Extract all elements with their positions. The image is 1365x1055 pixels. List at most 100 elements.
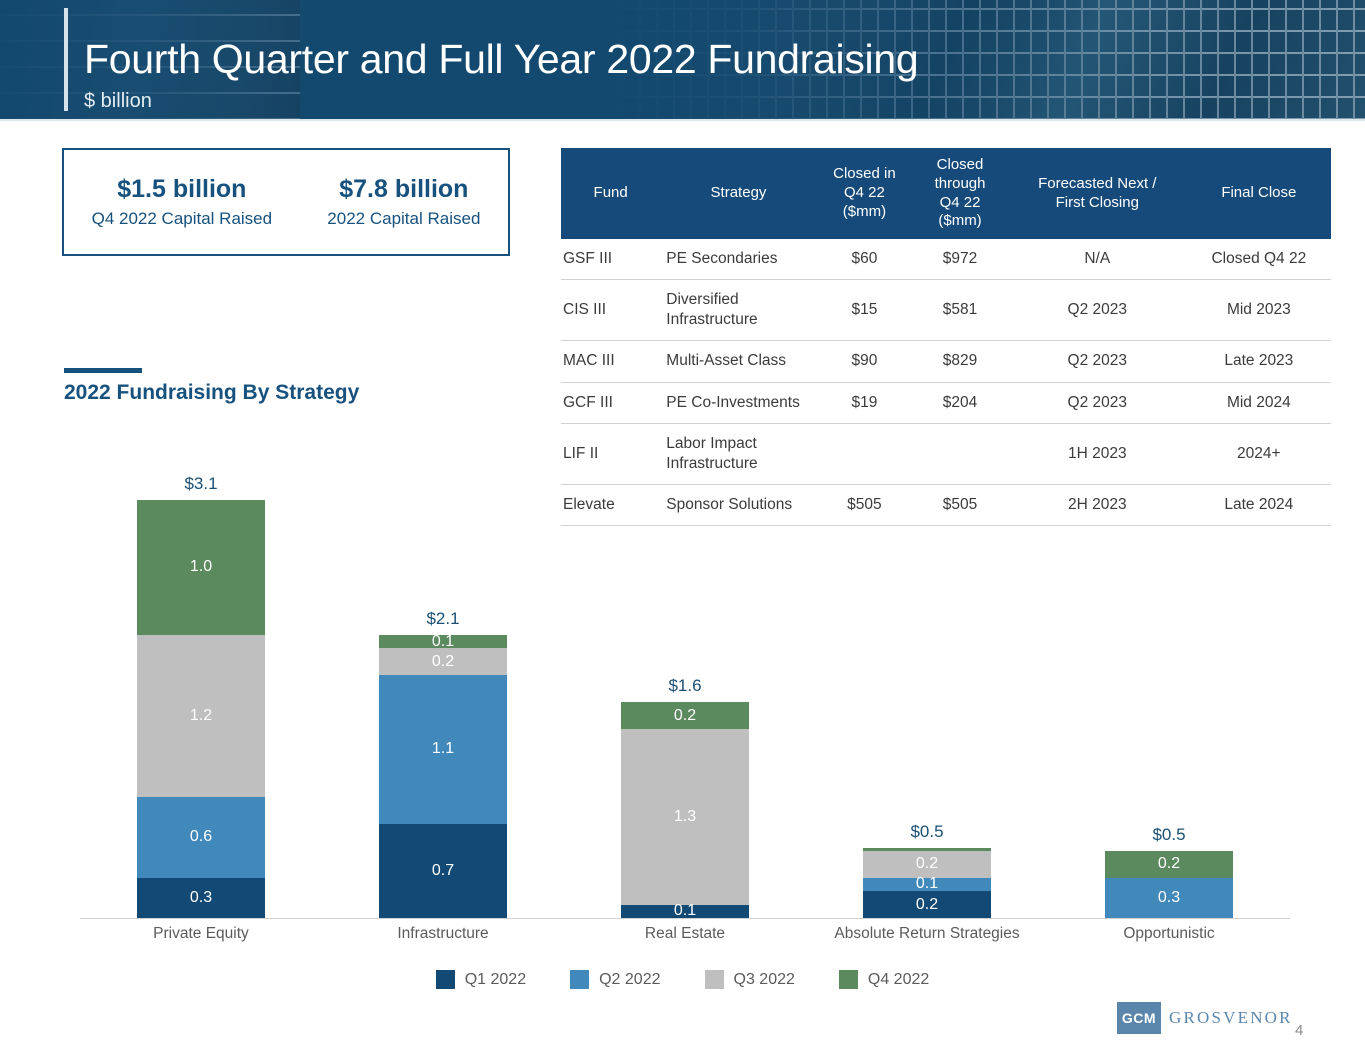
bar-segment-label: 0.2 — [915, 895, 939, 913]
bar-stack: 1.0 1.2 0.6 0.3 — [137, 500, 265, 918]
bar-segment-label: 0.1 — [673, 902, 697, 920]
bar-segment-label: 1.3 — [673, 807, 697, 825]
bar-segment[interactable]: 0.1 — [379, 633, 507, 650]
bar-stack: 0.2 1.3 0.1 — [621, 702, 749, 920]
table-cell-strategy: PE Co-Investments — [660, 382, 817, 424]
bar-segment-label: 0.6 — [189, 828, 213, 846]
bar-segment[interactable]: 1.1 — [379, 675, 507, 824]
bar-segment[interactable]: 0.2 — [621, 702, 749, 730]
chart-category-label: Infrastructure — [397, 925, 489, 942]
page-title: Fourth Quarter and Full Year 2022 Fundra… — [84, 36, 919, 82]
bar-stack: 0.2 0.1 0.2 — [863, 847, 991, 918]
bar-segment[interactable]: 0.6 — [137, 796, 265, 878]
bar-group: $3.1 1.0 1.2 0.6 0.3 — [101, 474, 301, 918]
table-header-cell: Closed in Q4 22 ($mm) — [816, 148, 913, 239]
bar-total-label: $0.5 — [910, 821, 944, 841]
bar-segment[interactable]: 0.3 — [1105, 877, 1233, 918]
slide-header-banner: Fourth Quarter and Full Year 2022 Fundra… — [0, 0, 1365, 120]
legend-swatch-icon — [435, 970, 455, 989]
table-header-row: Fund Strategy Closed in Q4 22 ($mm) Closed thr… — [561, 148, 1331, 239]
bar-segment[interactable]: 0.2 — [1105, 850, 1233, 878]
legend-label: Q3 2022 — [733, 970, 795, 988]
chart-category-label: Real Estate — [644, 925, 726, 942]
bar-stack: 0.2 0.3 — [1105, 850, 1233, 918]
table-cell-forecast: Q2 2023 — [1007, 382, 1187, 424]
bar-segment[interactable]: 1.3 — [621, 729, 749, 905]
table-cell-final-close: Mid 2023 — [1186, 279, 1331, 342]
bar-segment[interactable]: 0.2 — [379, 648, 507, 676]
table-cell-forecast: 2H 2023 — [1007, 484, 1187, 527]
table-cell-closed-q4: $15 — [816, 279, 913, 342]
chart-x-axis-line — [80, 918, 1290, 919]
header-background-photo — [605, 0, 1365, 120]
bar-segment[interactable]: 0.3 — [137, 877, 265, 918]
table-cell-final-close: Closed Q4 22 — [1186, 239, 1331, 281]
table-cell-fund: CIS III — [561, 279, 661, 342]
table-cell-fund: GSF III — [561, 239, 661, 281]
table-header-line: Final Close — [1221, 184, 1297, 202]
bar-segment[interactable]: 0.1 — [621, 902, 749, 920]
fundraising-stacked-bar-chart: $3.1 1.0 1.2 0.6 0.3 $2.1 0.1 0.2 1.1 0.7 $1.6 0.2 1… — [62, 470, 1302, 942]
callout-label: 2022 Capital Raised — [327, 208, 481, 228]
table-cell-closed-through — [912, 423, 1008, 485]
bar-segment[interactable] — [863, 847, 991, 851]
bar-group: $2.1 0.1 0.2 1.1 0.7 — [343, 609, 543, 918]
table-row: GSF III PE Secondaries $60 $972 N/A Closed Q4… — [561, 239, 1331, 281]
table-cell-closed-q4: $60 — [816, 239, 913, 281]
legend-item[interactable]: Q4 2022 — [838, 970, 930, 989]
bar-segment[interactable]: 0.1 — [863, 875, 991, 892]
table-row: Elevate Sponsor Solutions $505 $505 2H 2023 L… — [561, 484, 1331, 527]
table-header-line: Closed — [936, 156, 984, 173]
bar-segment[interactable]: 0.2 — [863, 891, 991, 918]
bar-segment-label: 1.1 — [431, 740, 455, 758]
table-cell-closed-through: $505 — [912, 484, 1008, 527]
chart-category-label: Private Equity — [153, 925, 249, 942]
chart-legend: Q1 2022 Q2 2022 Q3 2022 Q4 2022 — [0, 970, 1365, 989]
table-header-cell: Closed through Q4 22 ($mm) — [912, 148, 1008, 239]
table-cell-fund: LIF II — [561, 423, 661, 485]
table-cell-final-close: Late 2023 — [1186, 340, 1331, 383]
table-cell-closed-q4: $90 — [816, 340, 913, 383]
bar-segment[interactable]: 1.0 — [137, 500, 265, 635]
table-row: GCF III PE Co-Investments $19 $204 Q2 2023 Mi… — [561, 382, 1331, 424]
capital-raised-callout: $1.5 billion Q4 2022 Capital Raised $7.8… — [62, 148, 510, 256]
chart-category-labels: Private Equity Infrastructure Real Estate A… — [80, 925, 1290, 955]
header-accent-bar — [64, 8, 68, 111]
bar-segment-label: 1.0 — [189, 558, 213, 576]
chart-plot-area: $3.1 1.0 1.2 0.6 0.3 $2.1 0.1 0.2 1.1 0.7 $1.6 0.2 1… — [80, 470, 1290, 920]
bar-segment-label: 0.2 — [1157, 855, 1181, 873]
table-row: CIS III Diversified Infrastructure $15 $581… — [561, 279, 1331, 342]
table-cell-strategy: Multi-Asset Class — [660, 340, 817, 383]
bar-segment[interactable]: 0.7 — [379, 823, 507, 918]
legend-item[interactable]: Q1 2022 — [435, 970, 526, 989]
bar-segment-label: 0.2 — [673, 706, 697, 724]
table-header-line: Q4 22 — [843, 184, 885, 202]
table-cell-closed-q4: $19 — [816, 382, 913, 424]
table-header-line: Forecasted Next / — [1038, 174, 1157, 192]
legend-item[interactable]: Q3 2022 — [704, 970, 795, 989]
table-cell-forecast: 1H 2023 — [1007, 423, 1187, 485]
callout-item: $1.5 billion Q4 2022 Capital Raised — [86, 173, 279, 231]
bar-segment[interactable]: 0.2 — [863, 850, 991, 878]
legend-item[interactable]: Q2 2022 — [570, 970, 661, 989]
fund-table: Fund Strategy Closed in Q4 22 ($mm) Closed thr… — [561, 148, 1331, 527]
bar-segment[interactable]: 1.2 — [137, 634, 265, 797]
legend-swatch-icon — [570, 970, 590, 989]
callout-label: Q4 2022 Capital Raised — [91, 208, 273, 228]
chart-category-label: Absolute Return Strategies — [834, 925, 1020, 942]
table-header-line: ($mm) — [842, 202, 887, 220]
table-cell-fund: GCF III — [561, 382, 661, 424]
table-cell-closed-through: $972 — [912, 239, 1008, 281]
bar-segment-label: 1.2 — [189, 706, 213, 724]
table-header-line: Q4 22 ($mm) — [938, 193, 982, 230]
chart-heading: 2022 Fundraising By Strategy — [64, 381, 360, 404]
page-number: 4 — [1295, 1022, 1304, 1039]
fund-table-head: Fund Strategy Closed in Q4 22 ($mm) Closed thr… — [561, 148, 1331, 239]
bar-segment-label: 0.7 — [431, 861, 455, 879]
table-header-cell: Forecasted Next / First Closing — [1007, 148, 1187, 239]
legend-label: Q4 2022 — [867, 970, 930, 988]
table-cell-fund: Elevate — [561, 484, 661, 527]
bar-total-label: $0.5 — [1152, 824, 1186, 844]
bar-total-label: $3.1 — [184, 474, 218, 494]
logo-wordmark: GROSVENOR — [1169, 1008, 1293, 1027]
